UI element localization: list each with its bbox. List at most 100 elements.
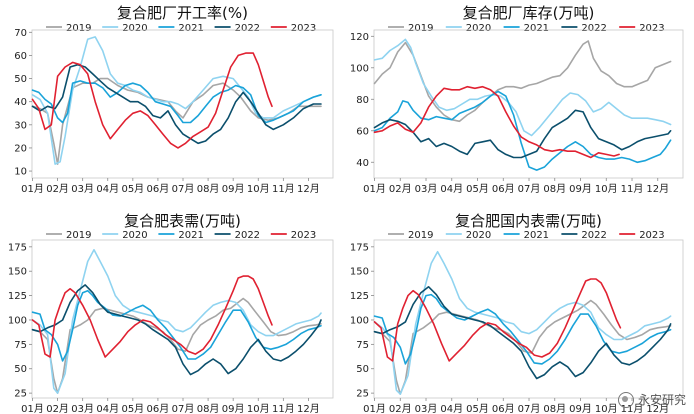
x-tick-label: 01月 (21, 183, 44, 195)
y-tick-label: 50 (356, 364, 369, 375)
x-tick-label: 03月 (71, 183, 94, 195)
series-line-2023 (373, 85, 620, 159)
x-tick-label: 11月 (621, 183, 644, 195)
chart-title: 复合肥国内表需(万吨) (455, 212, 602, 230)
x-tick-label: 12月 (646, 183, 669, 195)
x-tick-label: 07月 (172, 183, 195, 195)
y-tick-label: 80 (356, 95, 369, 106)
plot-frame (31, 239, 334, 399)
legend-label-2023: 2023 (291, 23, 316, 34)
y-tick-label: 75 (356, 340, 369, 351)
x-tick-label: 01月 (363, 183, 386, 195)
legend-label-2021: 2021 (178, 230, 203, 241)
y-tick-label: 120 (350, 32, 369, 43)
y-tick-label: 40 (356, 158, 369, 169)
x-tick-label: 06月 (492, 183, 515, 195)
wechat-logo-icon (617, 391, 634, 408)
y-tick-label: 25 (356, 389, 369, 400)
x-tick-label: 03月 (415, 183, 438, 195)
x-tick-label: 06月 (492, 403, 515, 414)
chart-title: 复合肥厂库存(万吨) (463, 4, 595, 22)
legend-label-2019: 2019 (408, 230, 433, 241)
x-tick-label: 08月 (197, 403, 220, 414)
x-tick-label: 10月 (595, 183, 618, 195)
plot-frame (373, 29, 684, 179)
legend-label-2020: 2020 (122, 230, 147, 241)
x-tick-label: 01月 (363, 403, 386, 414)
legend-label-2022: 2022 (581, 230, 606, 241)
y-tick-label: 175 (8, 242, 27, 253)
legend-label-2019: 2019 (408, 23, 433, 34)
x-tick-label: 05月 (466, 403, 489, 414)
x-tick-label: 12月 (297, 403, 320, 414)
legend-label-2020: 2020 (466, 230, 491, 241)
series-line-2020 (31, 249, 322, 394)
x-tick-label: 02月 (46, 183, 69, 195)
series-line-2022 (373, 109, 672, 159)
watermark: 永安研究 (617, 391, 686, 408)
x-tick-label: 07月 (518, 403, 541, 414)
x-tick-label: 11月 (621, 403, 644, 414)
legend-label-2023: 2023 (291, 230, 316, 241)
y-tick-label: 125 (8, 291, 27, 302)
x-tick-label: 03月 (415, 403, 438, 414)
chart-panel-3: 复合肥表需(万吨) 2019 2020 2021 2022 2023 25 50 75 100 12… (8, 212, 334, 414)
chart-title: 复合肥表需(万吨) (124, 212, 241, 230)
series-line-2019 (31, 77, 322, 165)
series-line-2019 (373, 299, 672, 395)
series-line-2021 (31, 289, 322, 362)
legend-label-2023: 2023 (639, 23, 664, 34)
series-line-2019 (31, 297, 322, 394)
y-tick-label: 60 (14, 51, 27, 62)
y-tick-label: 70 (14, 28, 27, 39)
x-tick-label: 10月 (595, 403, 618, 414)
x-tick-label: 06月 (147, 183, 170, 195)
x-tick-label: 11月 (272, 183, 295, 195)
y-tick-label: 150 (8, 267, 27, 278)
legend-label-2019: 2019 (66, 230, 91, 241)
y-tick-label: 25 (14, 389, 27, 400)
y-tick-label: 175 (350, 242, 369, 253)
x-tick-label: 02月 (46, 403, 69, 414)
x-tick-label: 09月 (569, 403, 592, 414)
series-line-2023 (31, 275, 273, 358)
plot-frame (373, 239, 684, 399)
x-tick-label: 05月 (121, 183, 144, 195)
y-tick-label: 60 (356, 126, 369, 137)
x-tick-label: 05月 (121, 403, 144, 414)
y-tick-label: 100 (350, 315, 369, 326)
x-tick-label: 10月 (247, 183, 270, 195)
x-tick-label: 02月 (389, 183, 412, 195)
x-tick-label: 11月 (272, 403, 295, 414)
x-tick-label: 08月 (543, 403, 566, 414)
x-tick-label: 04月 (96, 183, 119, 195)
series-line-2020 (31, 36, 322, 165)
y-tick-label: 30 (14, 120, 27, 131)
series-line-2020 (373, 38, 672, 137)
x-tick-label: 12月 (297, 183, 320, 195)
chart-panel-1: 复合肥厂开工率(%) 2019 2020 2021 2022 2023 10 20 30 40 50… (14, 4, 334, 195)
y-tick-label: 10 (14, 167, 27, 178)
x-tick-label: 08月 (543, 183, 566, 195)
legend-label-2020: 2020 (122, 23, 147, 34)
series-line-2019 (373, 40, 672, 123)
x-tick-label: 01月 (21, 403, 44, 414)
legend-label-2023: 2023 (639, 230, 664, 241)
legend-label-2022: 2022 (235, 23, 260, 34)
chart-panel-2: 复合肥厂库存(万吨) 2019 2020 2021 2022 2023 40 60 80 100 1… (350, 4, 684, 195)
x-tick-label: 09月 (222, 183, 245, 195)
x-tick-label: 04月 (440, 183, 463, 195)
x-tick-label: 07月 (172, 403, 195, 414)
x-tick-label: 09月 (222, 403, 245, 414)
series-line-2023 (373, 278, 622, 362)
y-tick-label: 150 (350, 267, 369, 278)
series-line-2022 (373, 286, 672, 380)
x-tick-label: 04月 (96, 403, 119, 414)
y-tick-label: 20 (14, 143, 27, 154)
x-tick-label: 12月 (646, 403, 669, 414)
x-tick-label: 06月 (147, 403, 170, 414)
x-tick-label: 05月 (466, 183, 489, 195)
legend-label-2022: 2022 (581, 23, 606, 34)
x-tick-label: 08月 (197, 183, 220, 195)
